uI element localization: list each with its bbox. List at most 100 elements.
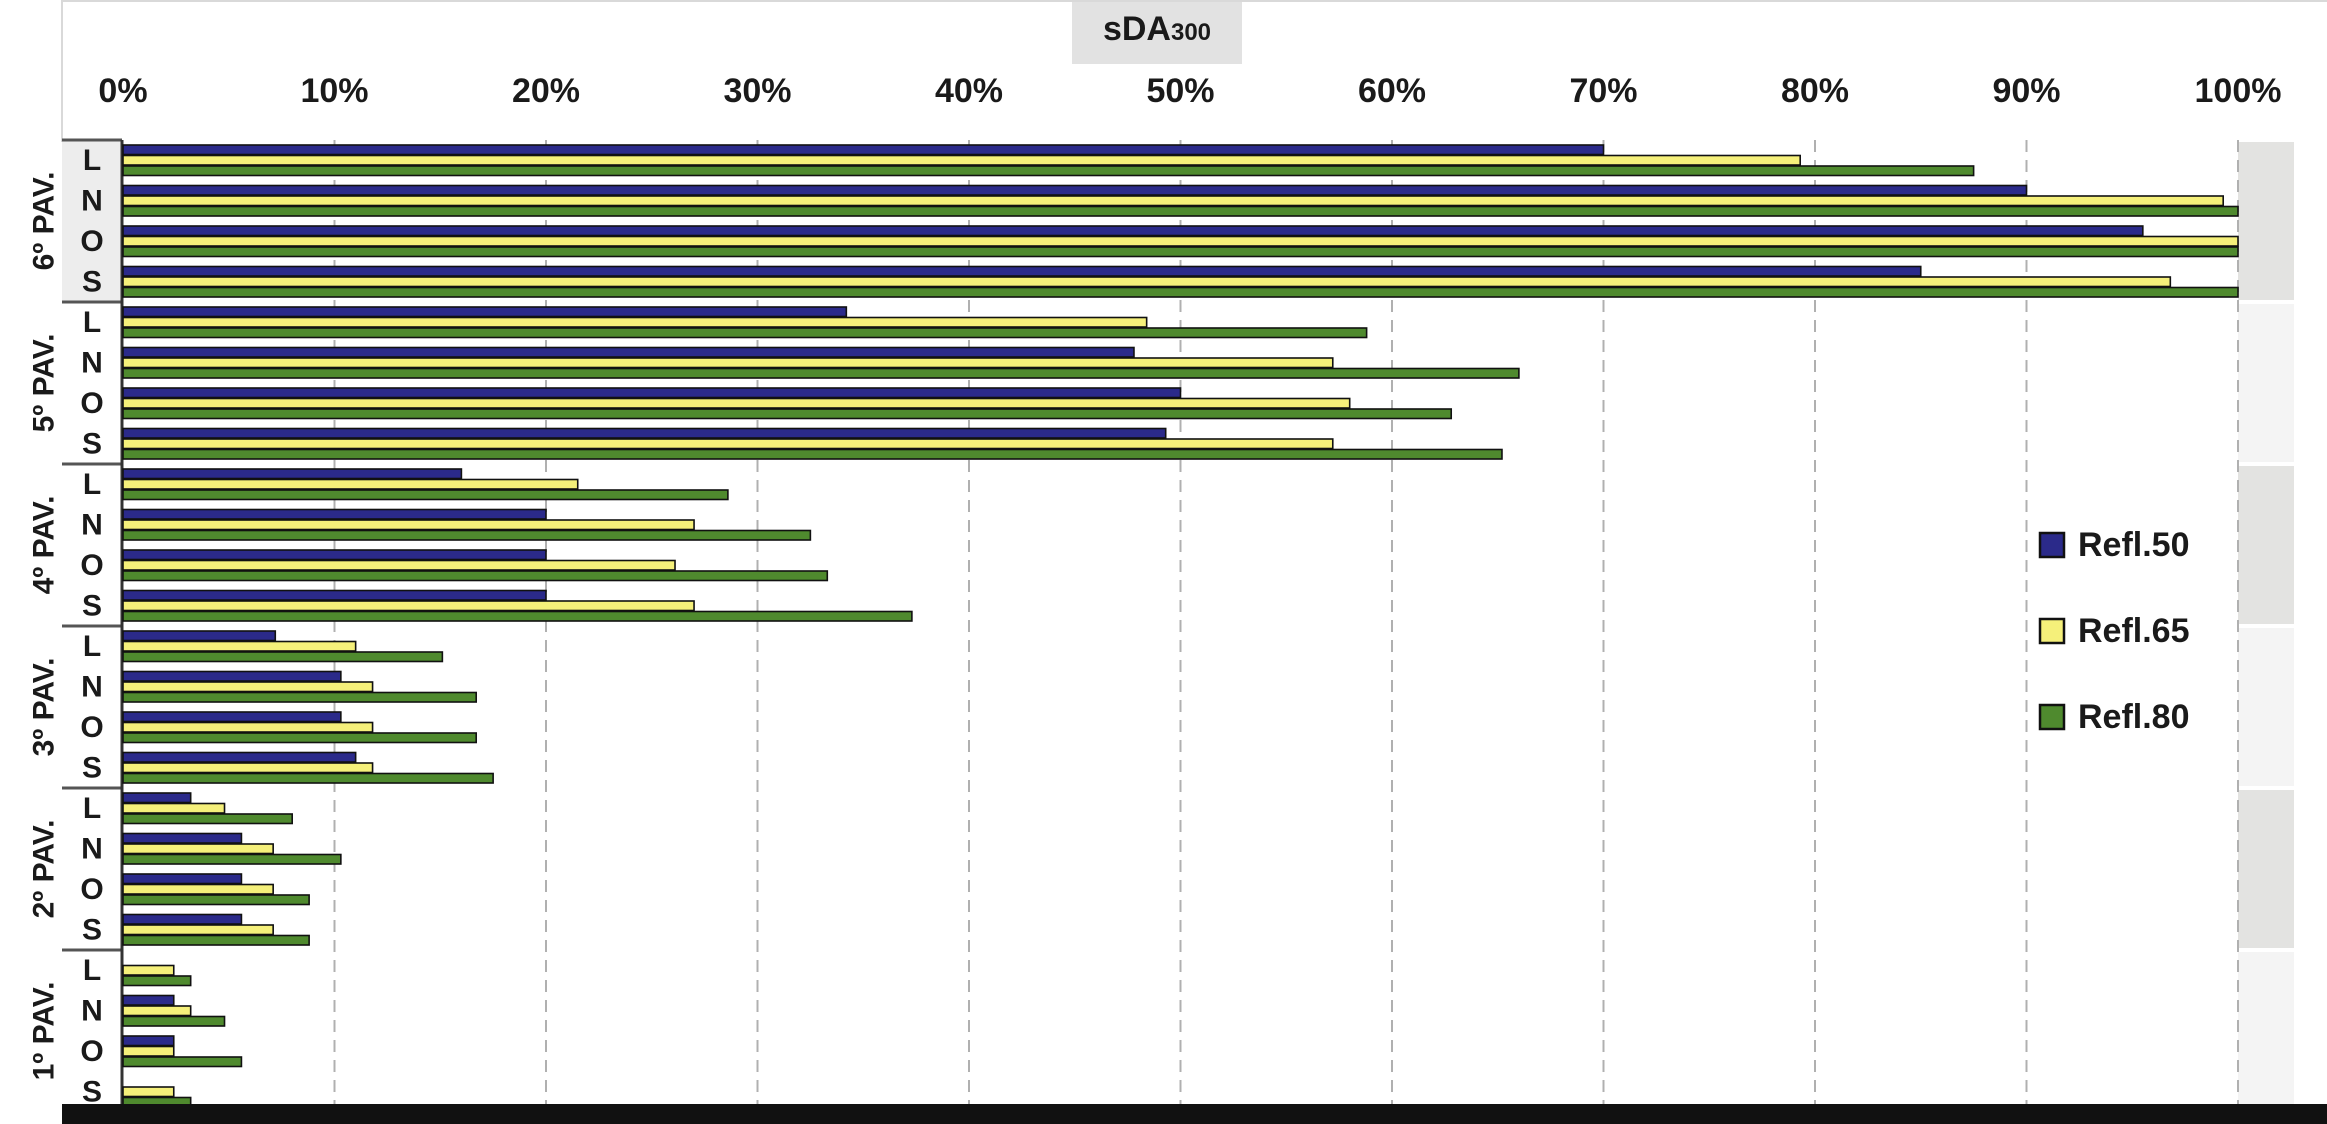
chart-title-subscript: 300 xyxy=(1170,19,1212,46)
category-label: N xyxy=(81,832,103,865)
x-tick-label: 30% xyxy=(723,72,791,110)
x-tick-label: 80% xyxy=(1781,72,1849,110)
legend-label: Refl.65 xyxy=(2078,612,2190,650)
x-tick-label: 0% xyxy=(98,72,147,110)
bar xyxy=(122,427,1167,439)
bar xyxy=(122,751,357,763)
category-label: L xyxy=(83,792,101,825)
right-band xyxy=(2238,628,2294,786)
bar xyxy=(122,1035,175,1047)
bar xyxy=(122,448,1503,460)
bar xyxy=(122,792,192,804)
bar xyxy=(122,489,729,501)
category-label: O xyxy=(80,225,103,258)
bar xyxy=(122,1045,175,1057)
category-label: L xyxy=(83,630,101,663)
bar xyxy=(122,276,2172,288)
x-tick-label: 10% xyxy=(300,72,368,110)
bar xyxy=(122,975,192,987)
bar xyxy=(122,600,695,612)
bar xyxy=(122,873,243,885)
category-label: O xyxy=(80,387,103,420)
category-label: N xyxy=(81,508,103,541)
category-label: S xyxy=(82,265,102,298)
legend-swatch xyxy=(2038,617,2066,645)
bar xyxy=(122,589,547,601)
bar xyxy=(122,832,243,844)
bar xyxy=(122,519,695,531)
bar xyxy=(122,195,2224,207)
bar xyxy=(122,732,478,744)
bar xyxy=(122,165,1975,177)
bar xyxy=(122,651,444,663)
bar xyxy=(122,225,2144,237)
bar xyxy=(122,610,913,622)
bar xyxy=(122,913,243,925)
right-band xyxy=(2238,952,2294,1110)
bar xyxy=(122,843,274,855)
category-label: O xyxy=(80,1035,103,1068)
bar xyxy=(122,408,1453,420)
category-label: O xyxy=(80,549,103,582)
bar xyxy=(122,1015,226,1027)
category-label: S xyxy=(82,589,102,622)
category-label: N xyxy=(81,346,103,379)
x-tick-label: 50% xyxy=(1146,72,1214,110)
bar xyxy=(122,478,579,490)
bar xyxy=(122,286,2239,298)
bar xyxy=(122,316,1148,328)
bar xyxy=(122,438,1334,450)
group-label: 2º PAV. xyxy=(28,820,61,919)
bar xyxy=(122,387,1182,399)
category-label: N xyxy=(81,670,103,703)
bar xyxy=(122,549,547,561)
legend-swatch xyxy=(2038,703,2066,731)
bar xyxy=(122,265,1922,277)
category-label: N xyxy=(81,994,103,1027)
right-band xyxy=(2238,466,2294,624)
bar xyxy=(122,994,175,1006)
bar xyxy=(122,934,310,946)
bar xyxy=(122,1005,192,1017)
bar xyxy=(122,468,463,480)
x-tick-label: 60% xyxy=(1358,72,1426,110)
category-label: O xyxy=(80,873,103,906)
bar xyxy=(122,772,494,784)
x-tick-label: 70% xyxy=(1569,72,1637,110)
bar xyxy=(122,670,342,682)
bar xyxy=(122,235,2239,247)
bar xyxy=(122,184,2028,196)
bar xyxy=(122,640,357,652)
right-band xyxy=(2238,142,2294,300)
bar xyxy=(122,924,274,936)
x-tick-label: 40% xyxy=(935,72,1003,110)
group-label: 5º PAV. xyxy=(28,334,61,433)
bar xyxy=(122,246,2239,258)
chart-title-box xyxy=(1072,0,1242,64)
bar xyxy=(122,711,342,723)
bar xyxy=(122,721,374,733)
x-tick-label: 100% xyxy=(2195,72,2282,110)
bar xyxy=(122,205,2239,217)
bar xyxy=(122,813,293,825)
bar xyxy=(122,508,547,520)
bar xyxy=(122,964,175,976)
x-tick-label: 20% xyxy=(512,72,580,110)
category-label: S xyxy=(82,751,102,784)
category-label: L xyxy=(83,468,101,501)
bar xyxy=(122,154,1801,166)
group-label: 1º PAV. xyxy=(28,982,61,1081)
bar xyxy=(122,894,310,906)
legend: Refl.50 Refl.65 Refl.80 xyxy=(2038,526,2190,736)
bar xyxy=(122,144,1605,156)
category-label: N xyxy=(81,184,103,217)
bottom-border xyxy=(62,1104,2327,1124)
bar xyxy=(122,802,226,814)
bar xyxy=(122,357,1334,369)
bar xyxy=(122,327,1368,339)
x-tick-label: 90% xyxy=(1992,72,2060,110)
legend-label: Refl.80 xyxy=(2078,698,2190,736)
bar xyxy=(122,762,374,774)
group-label: 3º PAV. xyxy=(28,658,61,757)
